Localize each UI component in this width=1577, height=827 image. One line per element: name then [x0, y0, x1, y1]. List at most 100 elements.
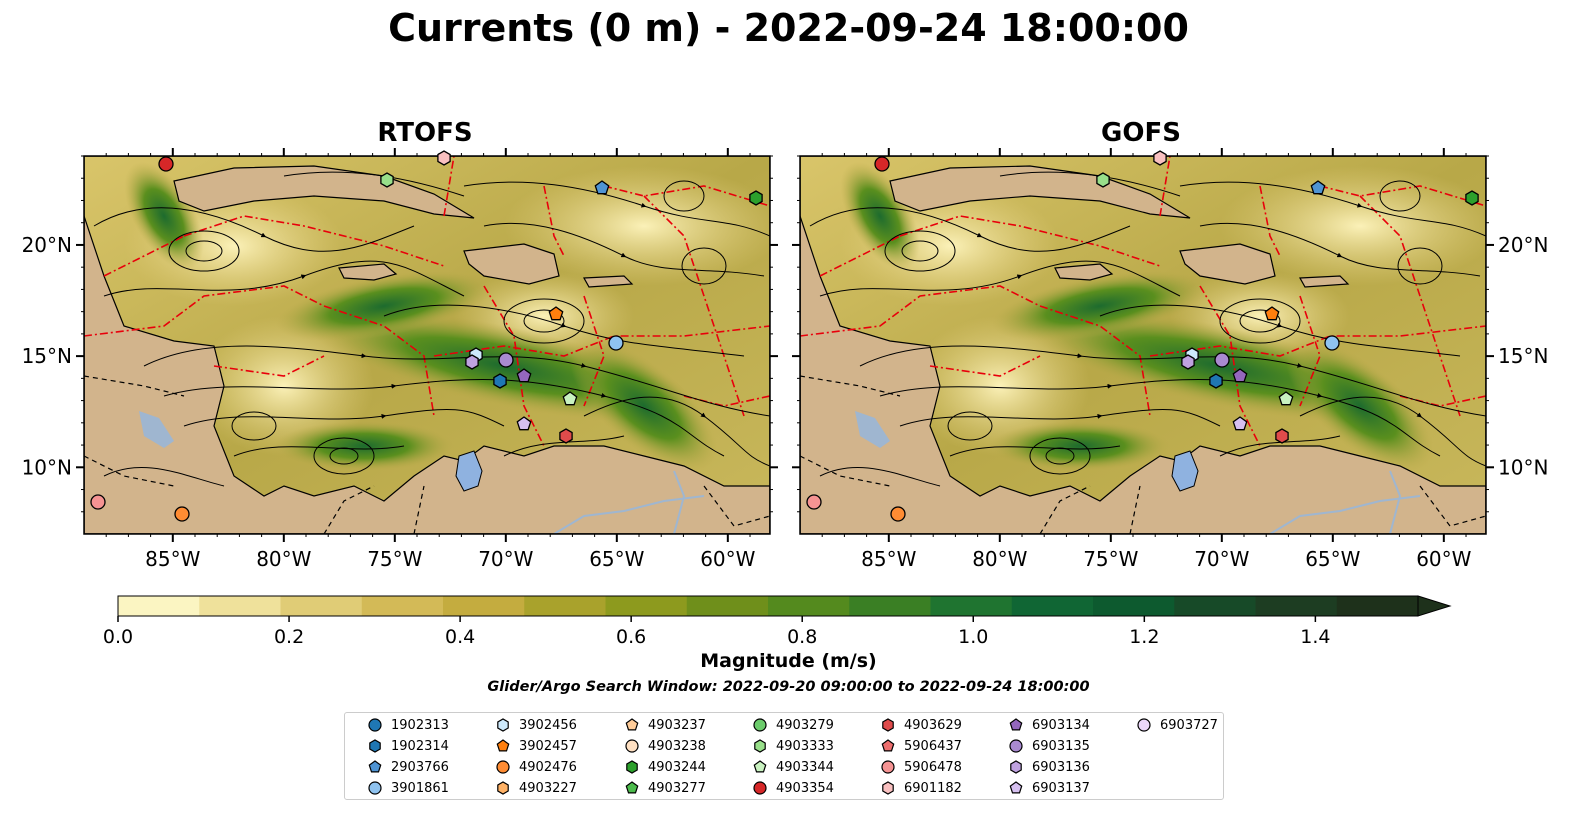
legend-marker [881, 739, 895, 752]
hexagon-marker-icon [882, 718, 894, 732]
colorbar-tick-label: 0.4 [445, 626, 475, 648]
lon-tick-label: 60°W [700, 547, 755, 571]
legend-marker [625, 781, 639, 794]
legend-marker [881, 760, 895, 774]
colorbar-extend-arrow [1417, 595, 1452, 617]
circle-marker-icon [753, 718, 767, 732]
legend-label: 4903237 [648, 717, 706, 733]
colorbar-segment [605, 596, 688, 616]
float-marker-4903629 [559, 428, 573, 444]
legend-marker [497, 718, 509, 732]
legend-item: 6903135 [1008, 736, 1090, 756]
legend-item: 5906478 [880, 757, 962, 777]
gofs-map [800, 149, 1500, 534]
hexagon-marker-icon [497, 718, 509, 732]
float-marker-6903135 [498, 352, 514, 368]
legend-marker [497, 781, 509, 795]
lon-tick-label: 85°W [861, 547, 916, 571]
colorbar-label: Magnitude (m/s) [700, 650, 877, 672]
lon-tick-label: 65°W [1305, 547, 1360, 571]
circle-marker-icon [881, 760, 895, 774]
colorbar-segment [1011, 596, 1094, 616]
hexagon-marker-icon [626, 760, 638, 774]
colorbar [117, 595, 1452, 617]
float-marker-3901861 [1324, 335, 1340, 351]
legend-item: 3902456 [495, 715, 577, 735]
lon-tick-label: 75°W [1083, 547, 1138, 571]
lat-tick-label: 20°N [22, 233, 72, 257]
legend-label: 4903279 [776, 717, 834, 733]
legend-marker [753, 760, 767, 773]
float-marker-6901182 [1153, 150, 1167, 166]
circle-marker-icon [368, 781, 382, 795]
legend-label: 6903135 [1032, 738, 1090, 754]
float-marker-6903134 [1232, 368, 1248, 383]
legend-label: 4903238 [648, 738, 706, 754]
pentagon-marker-icon [881, 739, 895, 752]
colorbar-segment [524, 596, 606, 616]
legend-item: 1902313 [367, 715, 449, 735]
float-marker-5906478 [806, 494, 822, 510]
legend-label: 6903727 [1160, 717, 1218, 733]
rtofs-map [84, 149, 784, 534]
legend-item: 5906437 [880, 736, 962, 756]
float-marker-3902457 [548, 306, 564, 321]
colorbar-segment [686, 596, 769, 616]
float-marker-2903766 [1310, 180, 1326, 195]
legend-item: 4903237 [624, 715, 706, 735]
float-marker-1902314 [1209, 373, 1223, 389]
legend-label: 5906437 [904, 738, 962, 754]
legend-label: 6903136 [1032, 759, 1090, 775]
legend-label: 3901861 [391, 780, 449, 796]
legend-label: 6901182 [904, 780, 962, 796]
float-marker-4903333 [1096, 172, 1110, 188]
lon-tick-label: 65°W [589, 547, 644, 571]
lon-tick-label: 80°W [972, 547, 1027, 571]
lon-tick-label: 70°W [478, 547, 533, 571]
colorbar-tick-label: 0.2 [274, 626, 304, 648]
legend-marker [753, 718, 767, 732]
float-marker-4903244 [1465, 190, 1479, 206]
legend-marker [369, 739, 381, 753]
legend-marker [496, 760, 510, 774]
colorbar-segment [930, 596, 1013, 616]
hexagon-marker-icon [1010, 760, 1022, 774]
lon-tick-label: 75°W [367, 547, 422, 571]
colorbar-segment [199, 596, 281, 616]
legend-marker [1137, 718, 1151, 732]
colorbar-tick-label: 1.2 [1129, 626, 1159, 648]
legend-marker [1009, 781, 1023, 794]
panel-title-gofs: GOFS [1101, 118, 1181, 148]
circle-marker-icon [496, 760, 510, 774]
lon-tick-label: 85°W [145, 547, 200, 571]
legend-label: 4903354 [776, 780, 834, 796]
colorbar-segment [1336, 596, 1419, 616]
legend-item: 4902476 [495, 757, 577, 777]
legend-label: 6903134 [1032, 717, 1090, 733]
legend-label: 4902476 [519, 759, 577, 775]
pentagon-marker-icon [368, 760, 382, 773]
lat-tick-label: 10°N [1498, 455, 1548, 479]
legend-label: 6903137 [1032, 780, 1090, 796]
legend-label: 4903227 [519, 780, 577, 796]
lat-tick-label: 20°N [1498, 233, 1548, 257]
float-marker-4903244 [749, 190, 763, 206]
lat-tick-label: 15°N [22, 344, 72, 368]
legend-marker [1009, 718, 1023, 731]
colorbar-tick-label: 1.0 [958, 626, 988, 648]
legend-marker [882, 781, 894, 795]
legend-item: 4903277 [624, 778, 706, 798]
float-marker-5906478 [90, 494, 106, 510]
pentagon-marker-icon [496, 739, 510, 752]
colorbar-segment [443, 596, 525, 616]
figure-title: Currents (0 m) - 2022-09-24 18:00:00 [388, 6, 1189, 50]
colorbar-tick-label: 1.4 [1300, 626, 1330, 648]
legend-marker [368, 718, 382, 732]
legend-marker [1009, 739, 1023, 753]
float-legend: 1902313 1902314 2903766 3901861 3902456 39024… [344, 712, 1224, 800]
colorbar-segment [1255, 596, 1338, 616]
legend-item: 4903279 [752, 715, 834, 735]
float-marker-2903766 [594, 180, 610, 195]
legend-label: 3902456 [519, 717, 577, 733]
